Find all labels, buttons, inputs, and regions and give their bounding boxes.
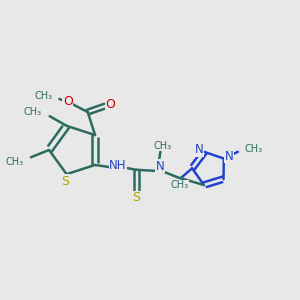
Text: CH₃: CH₃ (34, 91, 53, 101)
Text: O: O (63, 95, 73, 108)
Text: S: S (132, 191, 140, 204)
Text: S: S (61, 175, 69, 188)
Text: O: O (106, 98, 116, 111)
Text: CH₃: CH₃ (153, 141, 171, 151)
Text: N: N (225, 150, 233, 163)
Text: CH₃: CH₃ (5, 157, 24, 166)
Text: CH₃: CH₃ (245, 144, 263, 154)
Text: N: N (156, 160, 165, 173)
Text: NH: NH (109, 159, 127, 172)
Text: CH₃: CH₃ (170, 180, 188, 190)
Text: CH₃: CH₃ (23, 107, 41, 117)
Text: N: N (195, 143, 203, 156)
